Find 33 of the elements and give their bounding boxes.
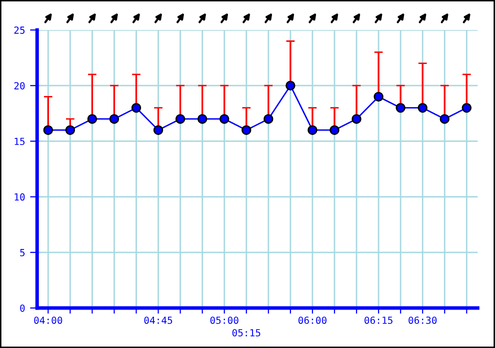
point	[264, 114, 274, 124]
y-tick-label: 5	[20, 249, 25, 256]
point	[396, 102, 406, 113]
point	[440, 114, 450, 124]
point	[330, 125, 340, 135]
point	[418, 102, 428, 113]
x-tick-label: 04:00	[34, 316, 62, 324]
y-tick-label: 0	[20, 304, 25, 312]
point	[153, 125, 164, 135]
x-tick-label: 06:30	[408, 316, 437, 324]
point	[462, 102, 472, 113]
x-tick-label: 04:45	[144, 316, 172, 324]
point	[242, 125, 252, 135]
point	[308, 125, 318, 135]
point	[219, 114, 230, 124]
y-tick-label: 15	[14, 138, 25, 146]
point	[43, 125, 53, 135]
point	[374, 92, 384, 102]
y-tick-label: 10	[14, 193, 25, 201]
x-tick-label: 05:00	[210, 316, 238, 324]
point	[175, 114, 186, 124]
point	[109, 114, 120, 124]
point	[352, 114, 362, 124]
point	[197, 114, 208, 124]
point	[87, 114, 98, 124]
point	[286, 80, 296, 90]
point	[65, 125, 76, 135]
x-tick-label: 05:15	[232, 329, 260, 336]
x-tick-label: 06:15	[364, 316, 392, 324]
y-tick-label: 25	[14, 26, 25, 34]
point	[131, 102, 142, 113]
y-tick-label: 20	[14, 82, 25, 90]
x-tick-label: 06:00	[298, 316, 326, 324]
